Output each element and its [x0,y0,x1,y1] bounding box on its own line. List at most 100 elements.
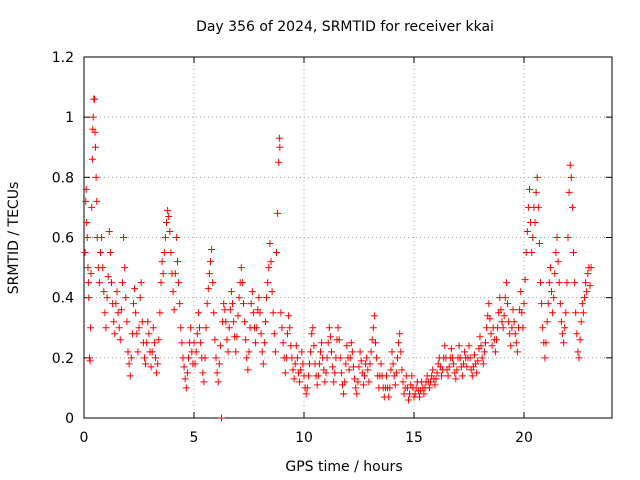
data-point-marker [93,197,101,205]
data-point-marker [141,354,148,362]
data-point-marker [562,309,570,317]
data-point-marker [237,264,245,272]
data-point-marker [247,300,255,308]
data-point-marker [329,363,337,371]
data-point-marker [377,360,385,368]
data-point-marker [323,354,331,362]
data-point-marker [114,309,122,317]
data-point-marker [557,318,565,326]
data-point-marker [176,300,184,308]
data-point-marker [197,339,205,347]
data-point-marker [134,348,142,356]
data-point-marker [242,336,250,344]
data-point-marker [249,309,257,317]
y-axis-label: SRMTID / TECUs [6,182,22,295]
data-point-marker [334,324,342,332]
data-point-marker [110,318,118,326]
data-point-marker [101,309,109,317]
data-point-marker [485,300,493,308]
data-point-marker [225,324,233,332]
data-point-marker [574,348,582,356]
data-point-marker [499,324,507,332]
data-point-marker [238,279,246,287]
data-point-marker [364,366,372,374]
data-point-marker [427,378,434,386]
data-point-marker [388,348,396,356]
data-point-marker [466,354,474,362]
data-point-marker [337,369,345,377]
data-point-marker [175,279,183,287]
data-point-marker [438,372,445,380]
data-point-marker [147,363,155,371]
data-point-marker [587,264,595,272]
data-point-marker [542,339,550,347]
data-point-marker [445,363,453,371]
data-point-marker [405,396,412,404]
data-point-marker [474,357,482,365]
data-point-marker [533,173,541,181]
data-point-marker [278,324,286,332]
data-point-marker [328,348,335,356]
data-point-marker [553,234,561,241]
data-point-marker [550,294,558,302]
data-point-marker [204,285,212,293]
data-point-marker [565,188,573,196]
data-point-marker [544,300,552,308]
data-point-marker [473,369,481,377]
data-point-marker [385,393,393,401]
data-point-marker [322,369,330,377]
data-point-marker [531,218,539,226]
data-point-marker [568,203,576,211]
data-point-marker [256,309,264,317]
data-point-marker [91,95,99,103]
data-point-marker [108,279,115,287]
data-point-marker [532,188,540,196]
data-point-marker [86,354,93,362]
data-point-marker [154,360,162,368]
data-point-marker [224,348,232,356]
data-point-marker [563,279,571,287]
data-point-marker [155,336,163,344]
data-point-marker [348,348,356,356]
data-point-marker [170,306,178,314]
data-point-marker [528,249,536,257]
data-point-marker [87,324,95,332]
data-point-marker [318,339,326,347]
data-point-marker [182,384,190,392]
data-point-marker [504,300,511,308]
data-point-marker [508,324,516,332]
data-point-marker [153,369,161,377]
data-point-marker [366,360,374,368]
data-point-marker [185,354,192,362]
data-point-marker [331,369,339,377]
data-point-marker [340,390,348,398]
data-point-marker [276,143,284,151]
data-point-marker [99,264,107,272]
data-point-marker [159,270,167,278]
data-point-marker [105,227,113,235]
data-point-marker [92,173,100,181]
data-point-marker [453,366,461,374]
data-point-marker [552,249,560,257]
data-point-marker [183,369,191,377]
data-point-marker [152,354,159,362]
data-point-marker [149,324,157,332]
data-point-marker [259,360,267,368]
data-point-marker [123,318,131,326]
data-point-marker [486,315,494,323]
data-point-marker [232,348,240,356]
x-tick-label: 15 [405,430,423,446]
data-point-marker [213,369,221,377]
data-point-marker [560,339,568,347]
data-point-marker [145,330,153,338]
data-point-marker [450,360,458,368]
data-point-marker [86,357,94,365]
data-point-marker [342,360,350,368]
data-point-marker [132,309,140,317]
data-point-marker [253,324,261,332]
data-point-marker [425,384,433,392]
data-point-marker [399,378,407,386]
data-point-marker [201,354,209,362]
data-point-marker [480,348,488,356]
data-point-marker [345,366,353,374]
